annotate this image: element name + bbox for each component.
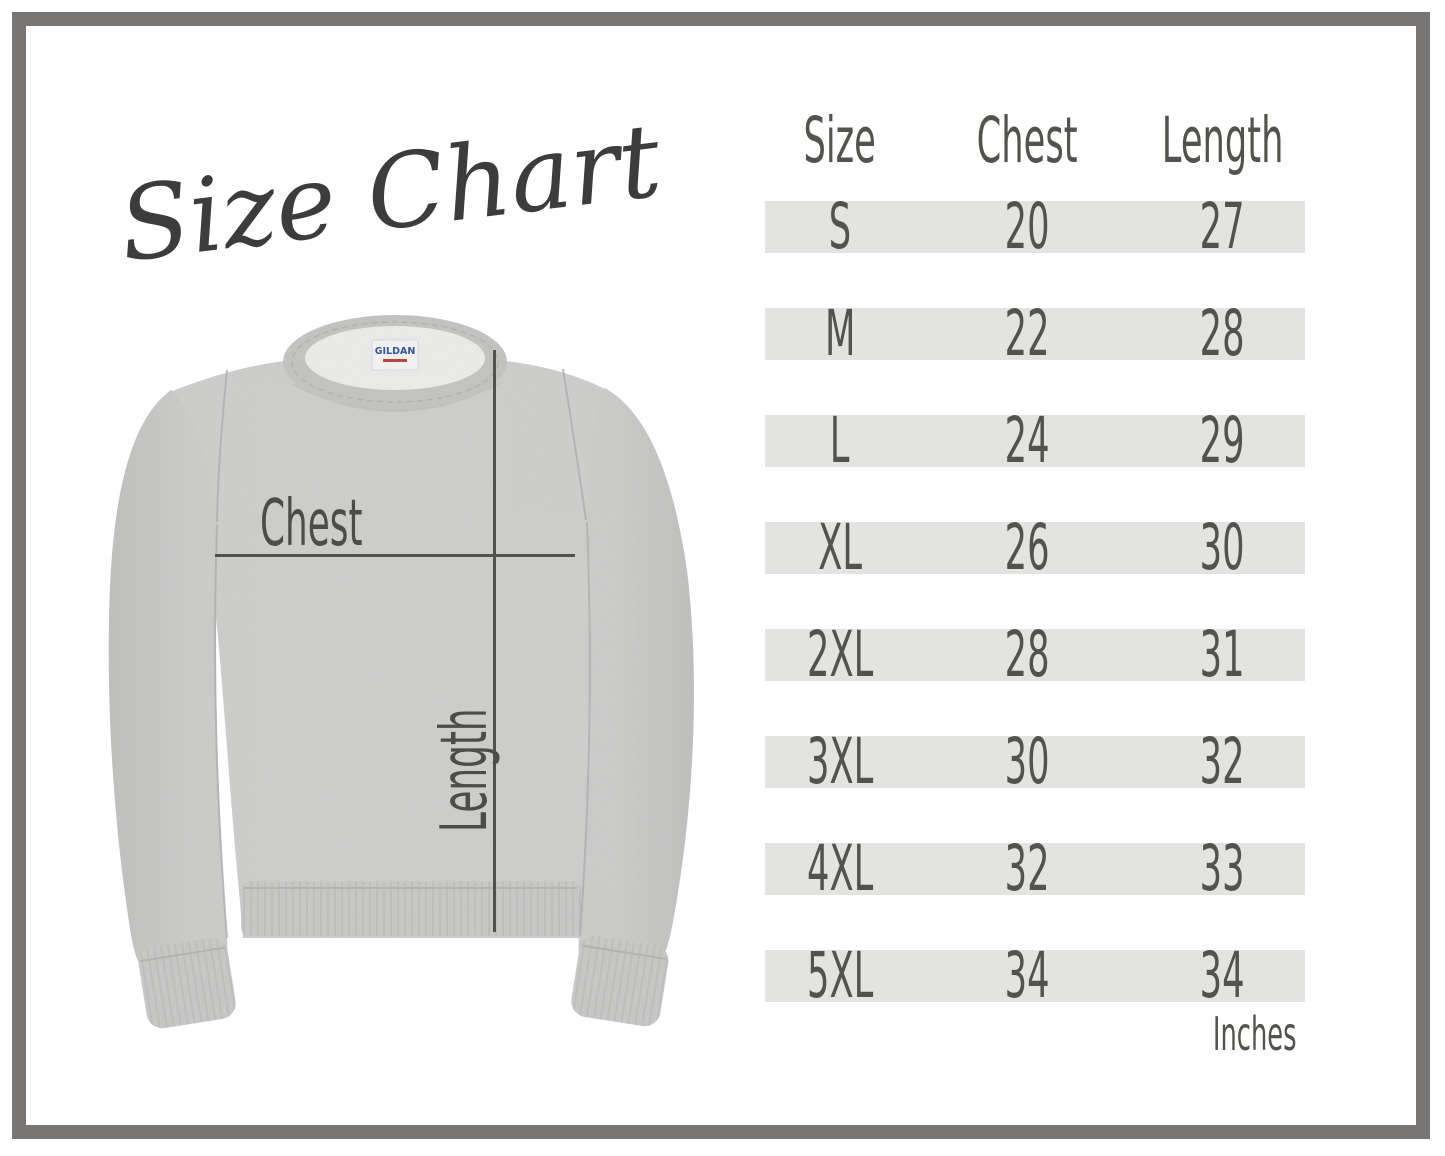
cell-chest: 28	[1005, 618, 1050, 691]
cell-chest: 26	[1005, 511, 1050, 584]
cell-chest: 32	[1005, 832, 1050, 905]
table-row-5xl: 5XL 34 34	[765, 939, 1305, 1012]
length-measure-line	[493, 350, 496, 932]
chest-measure-label: Chest	[260, 487, 443, 561]
cell-size: 2XL	[806, 618, 874, 691]
cell-chest: 24	[1005, 404, 1050, 477]
chest-measure-line	[215, 554, 575, 557]
unit-label-text: Inches	[1213, 1007, 1297, 1061]
cell-size: 4XL	[806, 832, 874, 905]
cell-length: 29	[1200, 404, 1245, 477]
cell-size: L	[830, 404, 850, 477]
page-border-frame	[12, 12, 1430, 1139]
cell-chest: 34	[1005, 939, 1050, 1012]
cell-length: 34	[1200, 939, 1245, 1012]
heather-texture	[108, 315, 694, 1030]
cell-chest: 30	[1005, 725, 1050, 798]
header-chest: Chest	[977, 103, 1078, 177]
cell-length: 30	[1200, 511, 1245, 584]
cell-length: 33	[1200, 832, 1245, 905]
cell-size: XL	[818, 511, 862, 584]
cell-size: M	[824, 297, 856, 370]
table-row-m: M 22 28	[765, 297, 1305, 370]
cell-size: 3XL	[806, 725, 874, 798]
cell-length: 27	[1200, 190, 1245, 263]
table-row-l: L 24 29	[765, 404, 1305, 477]
size-table: Size Chest Length S 20 27 M 22 28 L 24 2…	[765, 103, 1305, 1012]
table-row-4xl: 4XL 32 33	[765, 832, 1305, 905]
cell-chest: 22	[1005, 297, 1050, 370]
cell-size: S	[828, 190, 852, 263]
cell-length: 31	[1200, 618, 1245, 691]
header-length: Length	[1161, 103, 1284, 177]
header-size: Size	[803, 103, 877, 177]
table-row-xl: XL 26 30	[765, 511, 1305, 584]
cell-chest: 20	[1005, 190, 1050, 263]
table-row-s: S 20 27	[765, 190, 1305, 263]
table-row-3xl: 3XL 30 32	[765, 725, 1305, 798]
table-row-2xl: 2XL 28 31	[765, 618, 1305, 691]
cell-length: 28	[1200, 297, 1245, 370]
cell-length: 32	[1200, 725, 1245, 798]
cell-size: 5XL	[806, 939, 874, 1012]
chest-measure-label-text: Chest	[260, 487, 363, 561]
page-title-text: Size Chart	[113, 100, 667, 286]
length-measure-label: Length	[428, 708, 502, 832]
size-table-header: Size Chest Length	[765, 103, 1305, 177]
sweatshirt-photo: GILDAN	[108, 315, 694, 1030]
unit-label: Inches	[1142, 1008, 1368, 1060]
